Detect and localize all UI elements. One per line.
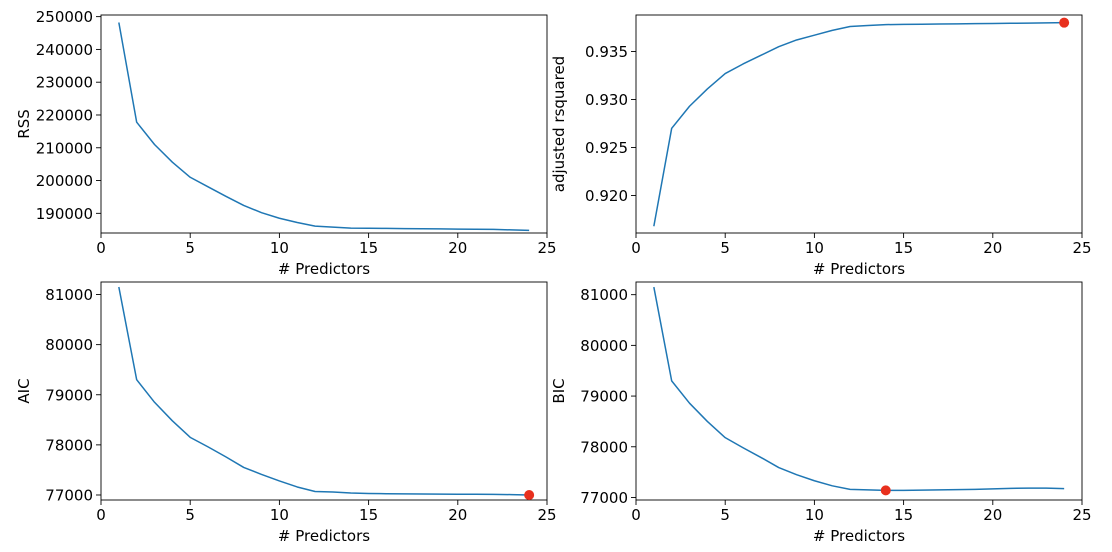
- aic-optimum-marker: [524, 489, 535, 500]
- rss-ytick-label: 230000: [36, 74, 93, 92]
- rss-ytick-label: 220000: [36, 106, 93, 124]
- rss-ytick-label: 190000: [36, 205, 93, 223]
- rss-ylabel: RSS: [15, 109, 33, 138]
- aic-ytick-label: 78000: [45, 436, 93, 454]
- adjusted-rsquared-xtick-label: 15: [894, 239, 913, 257]
- bic-xtick-label: 20: [983, 506, 1002, 524]
- adjusted-rsquared-ytick-label: 0.925: [585, 139, 628, 157]
- adjusted-rsquared-xtick-label: 5: [720, 239, 730, 257]
- adjusted-rsquared-subplot: 0 5 10 15 20 25 0.920 0.925 0.930 0.935 # Predicto…: [550, 14, 1092, 278]
- bic-xtick-label: 25: [1072, 506, 1091, 524]
- adjusted-rsquared-ylabel: adjusted rsquared: [550, 56, 568, 192]
- rss-series-line: [118, 22, 530, 232]
- rss-xtick-label: 0: [96, 239, 106, 257]
- bic-ytick-label: 77000: [580, 489, 628, 507]
- bic-optimum-marker: [880, 485, 891, 496]
- bic-ylabel: BIC: [550, 378, 568, 403]
- rss-xlabel: # Predictors: [278, 260, 370, 278]
- aic-axes-frame: [100, 281, 548, 501]
- adjusted-rsquared-xtick-label: 0: [631, 239, 641, 257]
- adjusted-rsquared-xtick-label: 20: [983, 239, 1002, 257]
- rss-axes-frame: [100, 14, 548, 234]
- rss-ytick-label: 250000: [36, 8, 93, 26]
- rss-ytick-label: 240000: [36, 41, 93, 59]
- aic-xtick-label: 0: [96, 506, 106, 524]
- bic-ytick-label: 81000: [580, 286, 628, 304]
- rss-xtick-label: 5: [185, 239, 195, 257]
- bic-xtick-label: 0: [631, 506, 641, 524]
- aic-series-line: [118, 286, 530, 496]
- rss-xtick-label: 10: [270, 239, 289, 257]
- adjusted-rsquared-ytick-label: 0.935: [585, 43, 628, 61]
- bic-ytick-label: 79000: [580, 388, 628, 406]
- bic-subplot: 0 5 10 15 20 25 77000 78000 79000 80000 81000 # Pre…: [550, 281, 1092, 545]
- aic-xlabel: # Predictors: [278, 527, 370, 545]
- aic-subplot: 0 5 10 15 20 25 77000 78000 79000 80000 81000 # Pre…: [15, 281, 557, 545]
- aic-ytick-label: 77000: [45, 486, 93, 504]
- rss-xtick-label: 20: [448, 239, 467, 257]
- adjusted-rsquared-ytick-label: 0.920: [585, 187, 628, 205]
- rss-xtick-label: 15: [359, 239, 378, 257]
- aic-ytick-label: 79000: [45, 386, 93, 404]
- bic-xtick-label: 10: [805, 506, 824, 524]
- aic-xtick-label: 20: [448, 506, 467, 524]
- rss-ytick-label: 210000: [36, 139, 93, 157]
- rss-xtick-label: 25: [537, 239, 556, 257]
- adjusted-rsquared-xtick-label: 10: [805, 239, 824, 257]
- bic-xtick-label: 15: [894, 506, 913, 524]
- aic-xtick-label: 10: [270, 506, 289, 524]
- aic-ylabel: AIC: [15, 378, 33, 403]
- bic-xtick-label: 5: [720, 506, 730, 524]
- aic-ytick-label: 81000: [45, 286, 93, 304]
- bic-series-line: [653, 286, 1065, 492]
- adjusted-rsquared-series-line: [653, 21, 1065, 227]
- adjusted-rsquared-ytick-label: 0.930: [585, 91, 628, 109]
- aic-ytick-label: 80000: [45, 336, 93, 354]
- adjusted-rsquared-optimum-marker: [1059, 17, 1070, 28]
- rss-subplot: 0 5 10 15 20 25 190000 200000 210000 220000 230000…: [15, 8, 557, 278]
- bic-ytick-label: 80000: [580, 337, 628, 355]
- aic-xtick-label: 5: [185, 506, 195, 524]
- aic-xtick-label: 15: [359, 506, 378, 524]
- bic-axes-frame: [635, 281, 1083, 501]
- bic-ytick-label: 78000: [580, 438, 628, 456]
- bic-xlabel: # Predictors: [813, 527, 905, 545]
- adjusted-rsquared-axes-frame: [635, 14, 1083, 234]
- adjusted-rsquared-xtick-label: 25: [1072, 239, 1091, 257]
- rss-ytick-label: 200000: [36, 172, 93, 190]
- adjusted-rsquared-xlabel: # Predictors: [813, 260, 905, 278]
- aic-xtick-label: 25: [537, 506, 556, 524]
